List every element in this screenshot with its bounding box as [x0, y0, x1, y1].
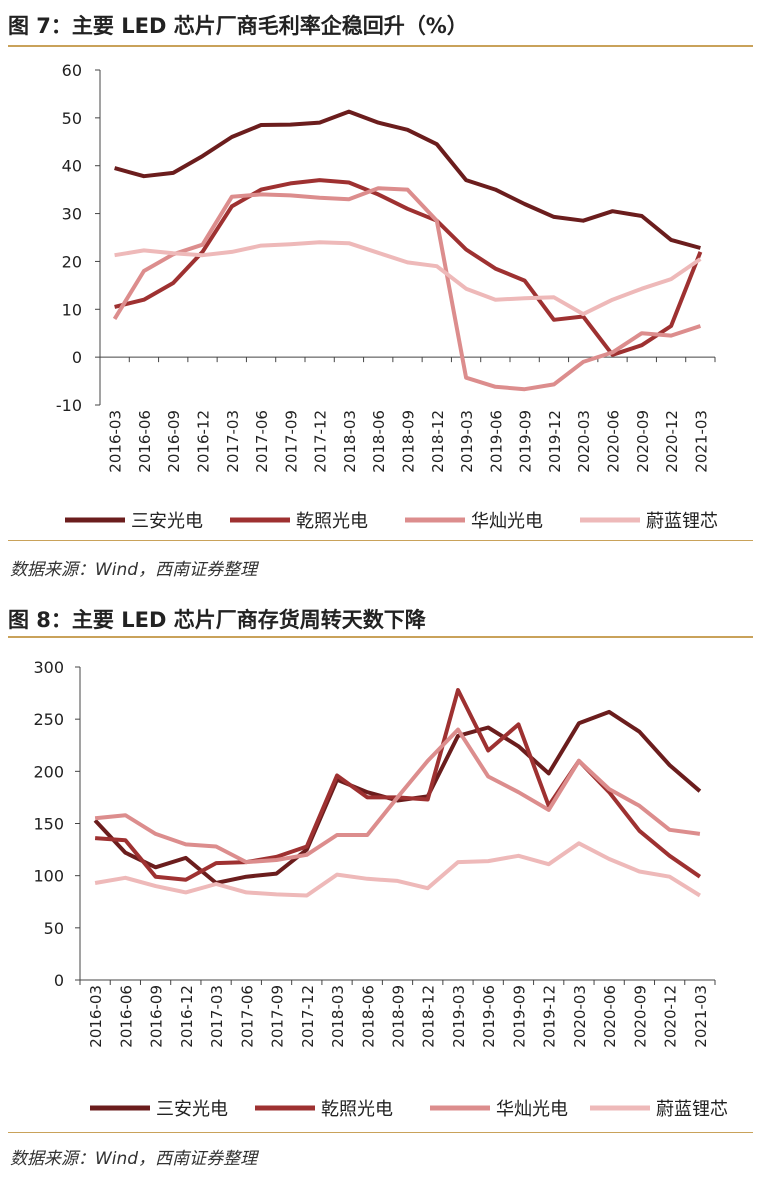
series-line [94, 727, 701, 865]
x-tick-label: 2020-12 [662, 985, 680, 1048]
y-tick-label: 10 [62, 300, 82, 319]
x-tick-label: 2016-03 [87, 985, 105, 1048]
series-line [114, 240, 702, 317]
x-tick-label: 2016-12 [178, 985, 196, 1048]
legend-label: 华灿光电 [471, 511, 543, 532]
legend-label: 乾照光电 [296, 511, 368, 532]
source-rule [8, 1132, 753, 1133]
x-tick-label: 2020-06 [605, 410, 623, 473]
y-tick-label: 50 [44, 919, 64, 938]
series-line [114, 109, 701, 250]
y-tick-label: 20 [62, 252, 82, 271]
x-tick-label: 2018-03 [329, 985, 347, 1048]
x-tick-label: 2017-09 [282, 410, 300, 473]
figure-7-title: 图 7：主要 LED 芯片厂商毛利率企稳回升（%） [8, 14, 468, 38]
source-rule [8, 540, 753, 541]
legend-label: 蔚蓝锂芯 [656, 1099, 728, 1120]
y-tick-label: 0 [72, 348, 82, 367]
x-tick-label: 2018-06 [359, 985, 377, 1048]
x-tick-label: 2020-12 [663, 410, 681, 473]
figure-8-source: 数据来源：Wind，西南证券整理 [10, 1149, 258, 1169]
x-tick-label: 2019-03 [458, 410, 476, 473]
y-tick-label: 200 [33, 762, 64, 781]
y-tick-label: 250 [33, 710, 64, 729]
x-tick-label: 2016-09 [148, 985, 166, 1048]
series-line [94, 688, 702, 882]
y-tick-label: 50 [62, 109, 82, 128]
x-tick-label: 2018-12 [420, 985, 438, 1048]
y-tick-label: 150 [33, 815, 64, 834]
x-tick-label: 2018-06 [370, 410, 388, 473]
x-tick-label: 2020-03 [571, 985, 589, 1048]
x-tick-label: 2020-06 [601, 985, 619, 1048]
y-tick-label: 300 [33, 658, 64, 677]
x-tick-label: 2017-03 [224, 410, 242, 473]
x-tick-label: 2017-12 [299, 985, 317, 1048]
x-tick-label: 2021-03 [692, 410, 710, 473]
y-tick-label: 60 [62, 61, 82, 80]
x-tick-label: 2016-09 [165, 410, 183, 473]
legend-label: 三安光电 [131, 511, 203, 532]
figure-8: 图 8：主要 LED 芯片厂商存货周转天数下降 0 50 100 150 200 250 3… [0, 586, 773, 1177]
x-tick-label: 2020-09 [634, 410, 652, 473]
x-tick-label: 2021-03 [692, 985, 710, 1048]
y-tick-label: 40 [62, 157, 82, 176]
legend-label: 乾照光电 [321, 1099, 393, 1120]
gross-margin-chart: -10 0 10 20 30 40 50 60 2016-03 2016-06 2016-09 201… [56, 61, 718, 532]
x-tick-label: 2018-03 [341, 410, 359, 473]
x-tick-label: 2018-09 [390, 985, 408, 1048]
legend-label: 华灿光电 [496, 1099, 568, 1120]
x-tick-label: 2016-12 [195, 410, 213, 473]
title-rule [8, 45, 753, 47]
x-tick-label: 2020-09 [631, 985, 649, 1048]
series-line [112, 186, 702, 392]
x-tick-label: 2016-03 [107, 410, 125, 473]
x-tick-label: 2019-06 [480, 985, 498, 1048]
figure-7: 图 7：主要 LED 芯片厂商毛利率企稳回升（%） -10 0 10 20 30 40 50… [0, 0, 773, 586]
figure-8-title: 图 8：主要 LED 芯片厂商存货周转天数下降 [8, 608, 426, 632]
y-tick-label: 30 [62, 205, 82, 224]
series-line [114, 178, 703, 357]
x-tick-label: 2017-12 [312, 410, 330, 473]
figure-7-source: 数据来源：Wind，西南证券整理 [10, 560, 258, 580]
x-tick-label: 2017-06 [238, 985, 256, 1048]
x-tick-label: 2016-06 [117, 985, 135, 1048]
x-tick-label: 2017-03 [208, 985, 226, 1048]
x-tick-label: 2019-12 [541, 985, 559, 1048]
x-tick-label: 2017-09 [269, 985, 287, 1048]
y-tick-label: 0 [54, 971, 64, 990]
inventory-days-chart: 0 50 100 150 200 250 300 2016-03 2016-06 2016-09 2… [33, 658, 728, 1120]
x-tick-label: 2019-03 [450, 985, 468, 1048]
x-tick-label: 2019-06 [487, 410, 505, 473]
x-tick-label: 2019-09 [510, 985, 528, 1048]
x-tick-label: 2018-09 [400, 410, 418, 473]
x-tick-label: 2020-03 [575, 410, 593, 473]
y-tick-label: 100 [33, 867, 64, 886]
x-tick-label: 2016-06 [136, 410, 154, 473]
x-tick-label: 2018-12 [429, 410, 447, 473]
x-tick-label: 2019-09 [517, 410, 535, 473]
x-tick-label: 2017-06 [253, 410, 271, 473]
legend-label: 蔚蓝锂芯 [646, 511, 718, 532]
x-tick-label: 2019-12 [546, 410, 564, 473]
legend-label: 三安光电 [156, 1099, 228, 1120]
title-rule [8, 636, 753, 638]
y-tick-label: -10 [56, 396, 82, 415]
series-line [94, 841, 701, 898]
